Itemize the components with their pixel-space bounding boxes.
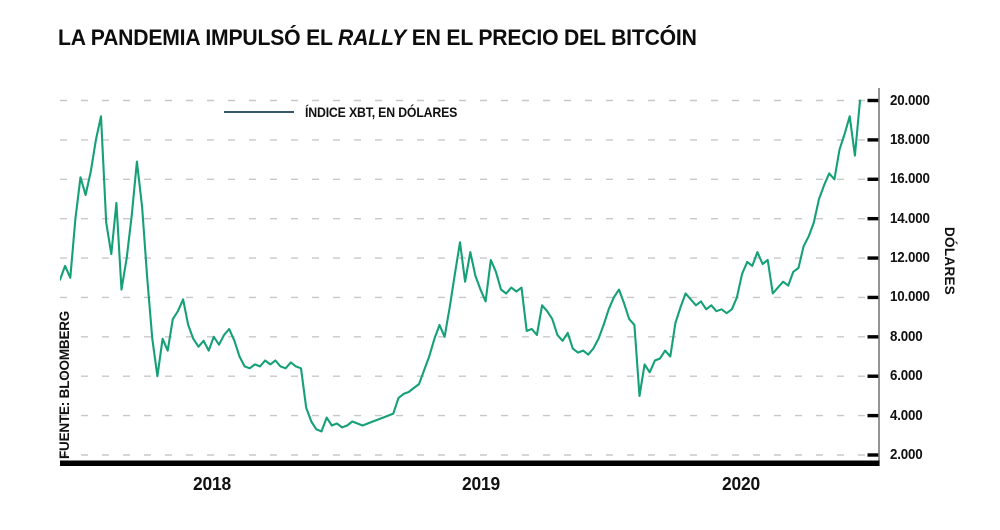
chart-title: LA PANDEMIA IMPULSÓ EL RALLY EN EL PRECI… [58,25,697,51]
y-tick-label: 14.000 [890,210,930,227]
x-tick-label-2019: 2019 [462,473,500,494]
y-tick-label: 12.000 [890,250,930,267]
y-axis-tick [867,98,880,103]
y-axis-tick [867,216,880,221]
y-tick-label: 10.000 [890,289,930,306]
y-axis-line [878,88,880,461]
y-axis-tick [867,256,880,260]
x-axis-line [60,460,880,466]
price-line-chart [60,88,880,466]
y-tick-label: 6.000 [890,368,923,385]
y-tick-label: 8.000 [890,328,923,345]
y-tick-label: 16.000 [890,171,930,188]
chart-title-part2: EN EL PRECIO DEL BITCÓIN [406,25,697,50]
y-axis-tick [867,453,880,457]
y-axis-tick [867,413,880,418]
y-tick-label: 4.000 [890,407,923,424]
y-axis-title: DÓLARES [942,227,957,296]
x-tick-label-2018: 2018 [193,473,232,494]
y-axis-tick [867,335,880,339]
y-axis-tick [867,177,880,181]
y-tick-label: 20.000 [890,92,930,109]
legend-label: ÍNDICE XBT, EN DÓLARES [305,104,458,120]
legend-line-swatch [224,110,294,114]
xbt-price-line [60,99,862,433]
y-tick-label: 18.000 [890,131,930,148]
y-axis-tick [867,374,880,378]
y-axis-tick [867,138,880,142]
legend: ÍNDICE XBT, EN DÓLARES [224,104,478,120]
chart-title-part1: LA PANDEMIA IMPULSÓ EL [58,25,339,50]
x-tick-label-2020: 2020 [722,473,760,494]
chart-title-italic-word: RALLY [338,25,407,50]
source-credit: FUENTE: BLOOMBERG [57,310,72,459]
y-axis-tick [867,295,880,300]
y-tick-label: 2.000 [890,447,923,463]
